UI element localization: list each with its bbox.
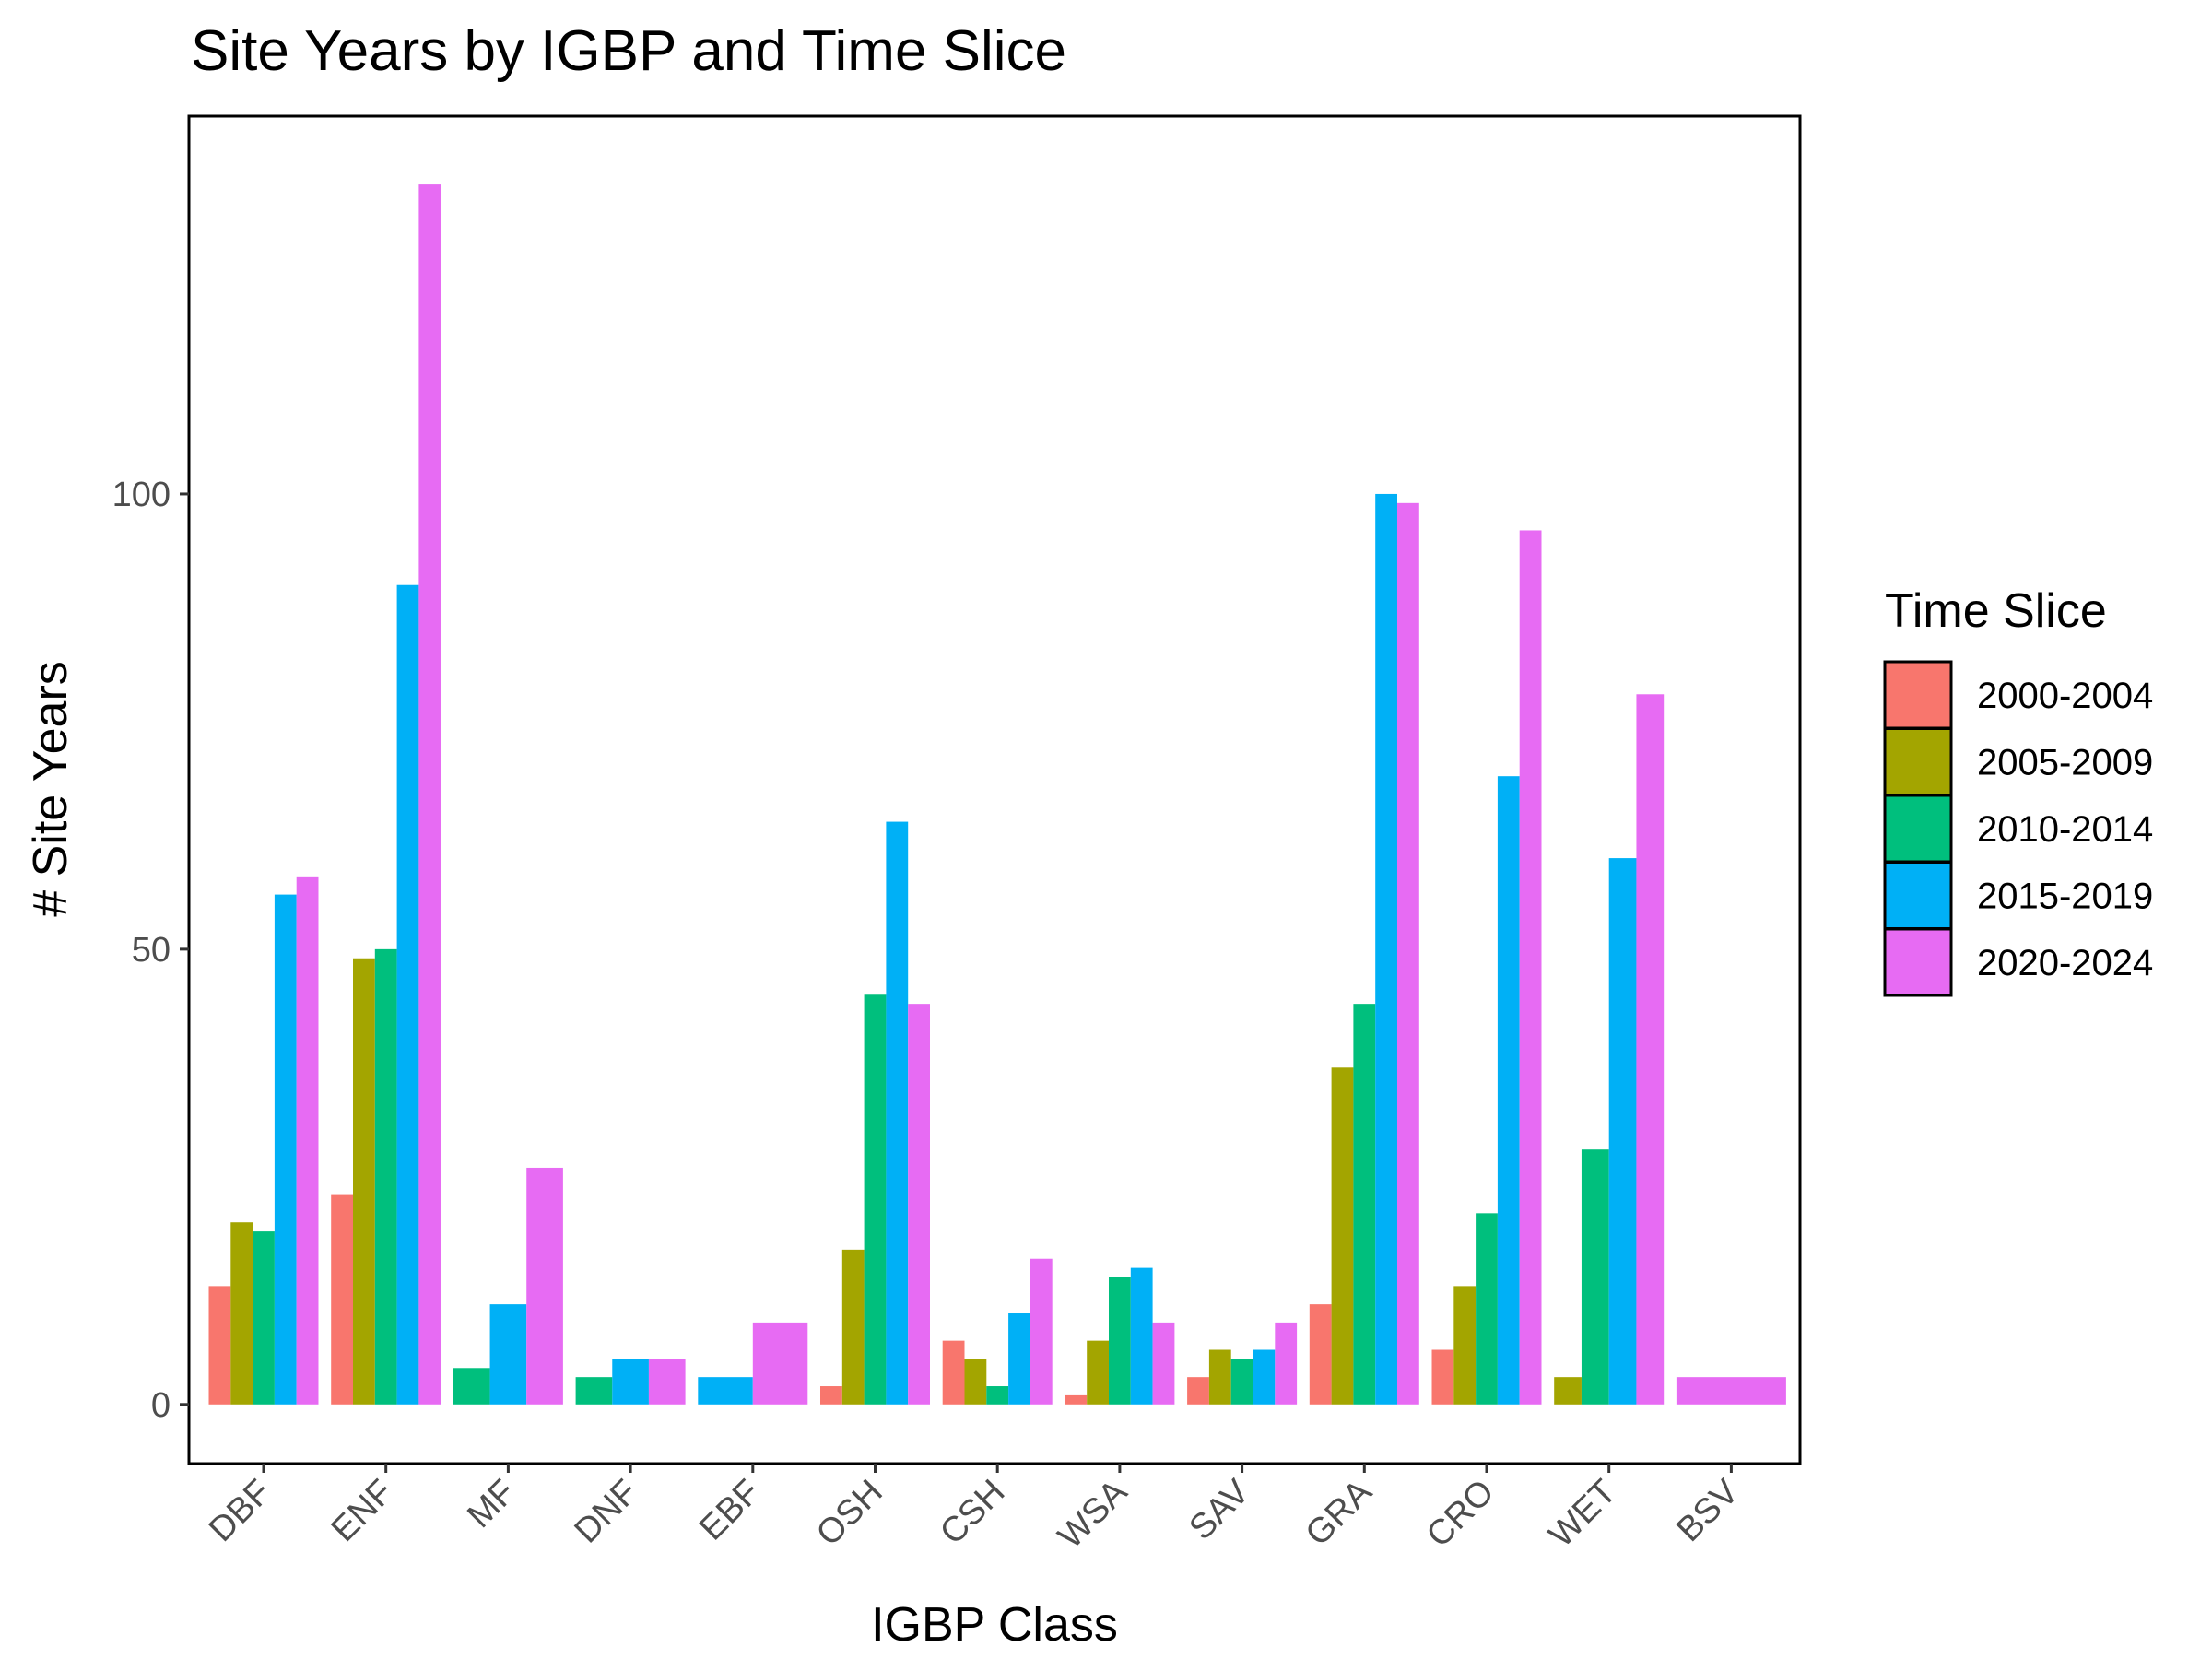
legend-label-2020-2024: 2020-2024: [1977, 943, 2153, 983]
legend-key-2005-2009: [1883, 727, 1953, 796]
bar-wsa-2020-2024: [1152, 1322, 1175, 1405]
legend-key-2020-2024: [1883, 927, 1953, 997]
x-tick-label-ebf: EBF: [692, 1473, 768, 1548]
bar-bsv-2020-2024: [1676, 1377, 1786, 1405]
bar-sav-2020-2024: [1275, 1322, 1298, 1405]
x-tick-label-wet: WET: [1542, 1473, 1624, 1555]
x-tick-label-bsv: BSV: [1669, 1472, 1747, 1549]
bar-osh-2005-2009: [841, 1249, 865, 1405]
bar-cro-2015-2019: [1497, 776, 1520, 1405]
bar-mf-2020-2024: [526, 1167, 563, 1405]
x-tick-label-mf: MF: [460, 1473, 524, 1536]
bar-sav-2000-2004: [1187, 1377, 1209, 1405]
legend-label-2000-2004: 2000-2004: [1977, 676, 2153, 716]
bar-wet-2015-2019: [1608, 858, 1637, 1405]
bar-mf-2015-2019: [489, 1304, 527, 1405]
bar-wsa-2010-2014: [1109, 1277, 1131, 1405]
bar-cro-2020-2024: [1519, 530, 1542, 1405]
y-tick-label-0: 0: [151, 1386, 171, 1425]
legend-label-2005-2009: 2005-2009: [1977, 743, 2153, 783]
legend-title: Time Slice: [1885, 584, 2107, 638]
bar-dbf-2015-2019: [274, 894, 297, 1405]
bar-cro-2000-2004: [1431, 1349, 1454, 1405]
bar-osh-2000-2004: [820, 1386, 842, 1405]
x-tick-label-dbf: DBF: [202, 1473, 278, 1549]
y-tick-label-100: 100: [112, 476, 171, 514]
bar-enf-2015-2019: [396, 584, 419, 1405]
bar-sav-2005-2009: [1208, 1349, 1231, 1405]
bar-osh-2020-2024: [908, 1004, 930, 1405]
bar-gra-2000-2004: [1309, 1304, 1332, 1405]
bar-dbf-2010-2014: [253, 1231, 275, 1405]
bar-ebf-2015-2019: [698, 1377, 753, 1405]
x-tick-label-osh: OSH: [809, 1473, 890, 1554]
legend: Time Slice 2000-20042005-20092010-201420…: [1883, 584, 2153, 997]
x-axis: DBF ENF MF DNF EBF OSH CSH WSA SAV GRA CRO WET BSV: [202, 1464, 1747, 1557]
x-tick-label-dnf: DNF: [568, 1473, 646, 1551]
chart-title: Site Years by IGBP and Time Slice: [191, 19, 1066, 83]
bar-dbf-2020-2024: [296, 876, 319, 1405]
y-axis: 0 50 100: [112, 476, 189, 1425]
bar-mf-2010-2014: [453, 1368, 490, 1405]
x-tick-label-wsa: WSA: [1051, 1472, 1135, 1556]
bar-wet-2005-2009: [1554, 1377, 1582, 1405]
bar-enf-2000-2004: [331, 1194, 353, 1405]
bar-osh-2015-2019: [886, 821, 909, 1405]
bar-dbf-2005-2009: [230, 1222, 253, 1405]
bar-dbf-2000-2004: [208, 1286, 231, 1405]
bar-enf-2010-2014: [374, 948, 397, 1405]
bar-wet-2020-2024: [1636, 694, 1665, 1405]
bar-wsa-2015-2019: [1130, 1267, 1153, 1405]
bar-csh-2005-2009: [964, 1359, 987, 1405]
bar-csh-2020-2024: [1030, 1258, 1053, 1405]
x-tick-label-cro: CRO: [1419, 1473, 1501, 1555]
legend-items: 2000-2004 2005-2009 2010-2014 2015-2019 2020…: [1883, 660, 2153, 997]
legend-key-2015-2019: [1883, 861, 1953, 930]
bar-dnf-2010-2014: [575, 1377, 613, 1405]
bar-cro-2005-2009: [1453, 1286, 1477, 1405]
bar-wsa-2000-2004: [1065, 1394, 1088, 1405]
bar-wsa-2005-2009: [1087, 1340, 1109, 1405]
y-tick-label-50: 50: [132, 931, 171, 970]
x-axis-title: IGBP Class: [871, 1598, 1118, 1652]
bar-sav-2010-2014: [1230, 1359, 1253, 1405]
bar-sav-2015-2019: [1253, 1349, 1276, 1405]
bars-layer: [208, 184, 1786, 1405]
bar-wet-2010-2014: [1581, 1149, 1609, 1405]
x-tick-label-gra: GRA: [1299, 1472, 1380, 1553]
bar-enf-2020-2024: [418, 184, 441, 1405]
x-tick-label-csh: CSH: [933, 1473, 1012, 1552]
bar-gra-2015-2019: [1375, 493, 1397, 1405]
legend-key-2010-2014: [1883, 794, 1953, 864]
legend-label-2015-2019: 2015-2019: [1977, 877, 2153, 917]
bar-gra-2020-2024: [1397, 502, 1419, 1405]
bar-dnf-2015-2019: [612, 1359, 649, 1405]
bar-dnf-2020-2024: [648, 1359, 686, 1405]
bar-csh-2010-2014: [986, 1386, 1009, 1405]
bar-osh-2010-2014: [864, 994, 887, 1405]
x-tick-label-sav: SAV: [1182, 1472, 1257, 1547]
bar-cro-2010-2014: [1476, 1213, 1498, 1405]
bar-enf-2005-2009: [353, 958, 375, 1405]
legend-key-2000-2004: [1883, 660, 1953, 730]
bar-gra-2005-2009: [1331, 1067, 1354, 1405]
bar-gra-2010-2014: [1353, 1004, 1376, 1405]
legend-label-2010-2014: 2010-2014: [1977, 809, 2153, 850]
x-tick-label-enf: ENF: [324, 1473, 401, 1549]
bar-ebf-2020-2024: [752, 1322, 808, 1405]
bar-csh-2015-2019: [1008, 1313, 1030, 1405]
bar-csh-2000-2004: [942, 1340, 965, 1405]
plot-panel-border: [187, 114, 1802, 1465]
y-axis-title: # Site Years: [24, 661, 77, 917]
